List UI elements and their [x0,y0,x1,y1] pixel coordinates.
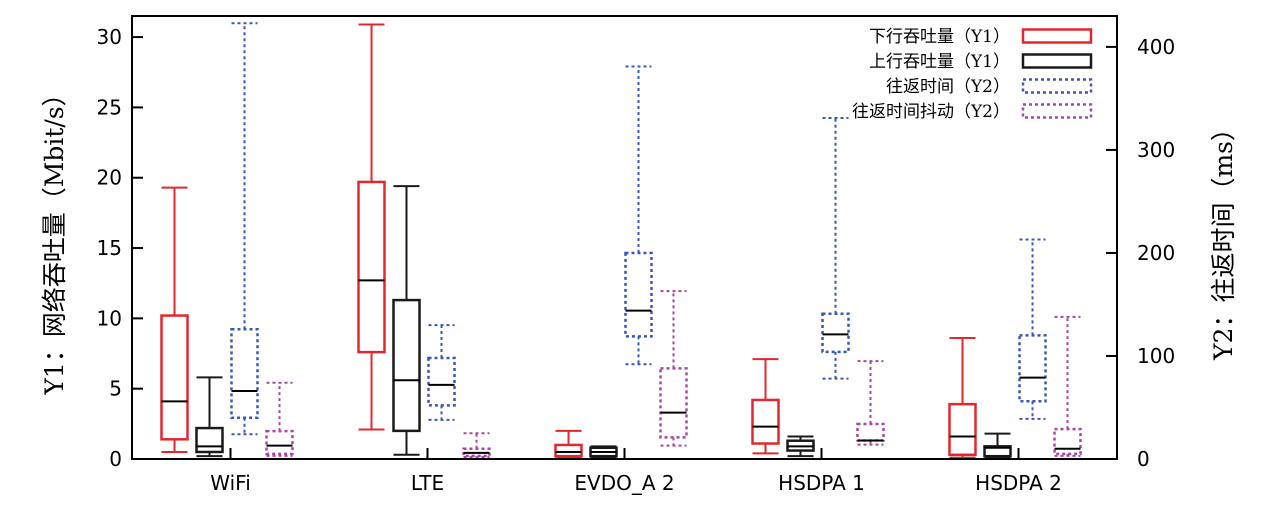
x-tick-label: HSDPA 2 [975,471,1062,495]
legend-label: 上行吞吐量（Y1） [869,52,1010,72]
y1-tick-label: 15 [97,236,122,260]
x-tick-label: LTE [411,471,444,495]
boxplot-series [160,22,1082,459]
iqr-box [554,443,583,458]
iqr-box [230,327,259,420]
iqr-box [821,312,850,354]
legend-swatch [1021,78,1093,94]
box-0-1 [357,23,386,431]
iqr-box [983,445,1012,458]
iqr-box [160,314,189,441]
box-1-3 [786,435,815,458]
legend: 下行吞吐量（Y1） 上行吞吐量（Y1） 往返时间（Y2） 往返时间抖动（Y2） [852,27,1093,122]
y2-axis-title: Y2：往返时间（ms） [1209,116,1238,361]
iqr-box [751,398,780,445]
iqr-box [624,251,653,338]
legend-label: 下行吞吐量（Y1） [869,27,1010,47]
box-3-1 [462,432,491,458]
box-0-3 [751,358,780,455]
iqr-box [1018,334,1047,403]
box-2-0 [230,22,259,436]
y1-tick-label: 0 [109,447,122,471]
box-0-4 [948,337,977,459]
iqr-box [856,422,885,442]
y1-tick-label: 5 [109,377,122,401]
box-3-2 [659,290,688,447]
box-0-0 [160,186,189,453]
legend-swatch [1021,103,1093,119]
box-3-4 [1053,315,1082,457]
x-tick-label: HSDPA 1 [778,471,865,495]
x-tick-label: WiFi [210,471,251,495]
box-1-0 [195,376,224,458]
legend-label: 往返时间抖动（Y2） [852,102,1010,122]
legend-swatch [1021,53,1093,69]
iqr-box [392,298,421,433]
iqr-box [948,402,977,457]
box-1-2 [589,445,618,459]
box-0-2 [554,429,583,459]
y1-tick-label: 20 [97,166,122,190]
y2-tick-label: 0 [1137,447,1150,471]
box-2-1 [427,324,456,421]
y2-tick-label: 200 [1137,241,1175,265]
box-3-3 [856,360,885,446]
y1-tick-label: 10 [97,306,122,330]
y1-axis: 0 5 10 15 20 25 30 [97,25,143,471]
x-tick-label: EVDO_A 2 [574,471,674,495]
iqr-box [265,429,294,456]
y2-tick-label: 100 [1137,344,1175,368]
box-2-3 [821,116,850,380]
x-axis: WiFi LTE EVDO_A 2 HSDPA 1 HSDPA 2 [210,448,1062,495]
y2-tick-label: 300 [1137,138,1175,162]
box-2-2 [624,65,653,366]
iqr-box [195,426,224,454]
box-2-4 [1018,238,1047,420]
legend-label: 往返时间（Y2） [886,77,1010,97]
iqr-box [427,356,456,407]
iqr-box [357,180,386,354]
y1-axis-title: Y1：网络吞吐量（Mbit/s） [40,81,69,395]
y2-tick-label: 400 [1137,35,1175,59]
y2-axis: 0 100 200 300 400 [1106,35,1175,471]
iqr-box [659,367,688,439]
legend-swatch [1021,28,1093,44]
box-1-4 [983,432,1012,459]
y1-tick-label: 30 [97,25,122,49]
y1-tick-label: 25 [97,95,122,119]
iqr-box [1053,427,1082,456]
box-3-0 [265,381,294,457]
box-1-1 [392,185,421,456]
